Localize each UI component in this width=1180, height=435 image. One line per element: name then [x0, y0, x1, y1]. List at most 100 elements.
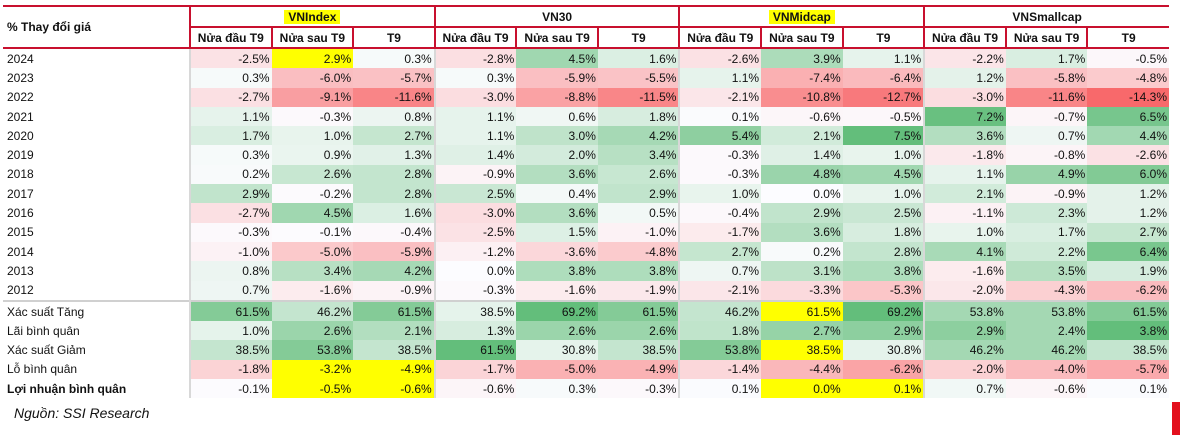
value-cell: 4.4%: [1087, 126, 1169, 146]
table-row: 2016 -2.7% 4.5% 1.6% -3.0% 3.6% 0.5% -0.4% 2.9% 2…: [3, 203, 1169, 223]
row-label: 2015: [7, 225, 34, 240]
value-cell: 0.1%: [678, 106, 762, 127]
value-cell: 53.8%: [923, 299, 1006, 322]
corner-label: % Thay đổi giá: [3, 5, 190, 49]
value-cell: -0.5%: [271, 379, 354, 399]
value-cell: 2.9%: [842, 321, 925, 341]
row-label: Xác suất Tăng: [3, 299, 190, 322]
row-label: Xác suất Giảm: [7, 343, 86, 358]
value-cell: 0.5%: [597, 203, 680, 223]
value-cell: 38.5%: [761, 340, 843, 360]
value-cell: 61.5%: [433, 340, 517, 360]
group-header-label: VNMidcap: [768, 9, 835, 24]
value-cell: -0.3%: [271, 106, 354, 127]
value-cell: 61.5%: [597, 299, 680, 322]
value-cell: 4.5%: [271, 203, 354, 223]
value-cell: 3.6%: [923, 126, 1006, 146]
value-cell: -1.0%: [597, 222, 680, 242]
price-change-table: % Thay đổi giá VNIndex VN30 VNMidcap VNSmal…: [3, 5, 1169, 399]
value-cell: 0.8%: [189, 261, 272, 281]
value-cell: -1.7%: [433, 359, 517, 380]
row-label: 2021: [7, 109, 34, 124]
value-cell: 69.2%: [516, 299, 598, 322]
value-cell: 1.4%: [433, 145, 517, 165]
value-cell: -0.9%: [353, 280, 435, 301]
value-cell: -2.6%: [678, 48, 762, 69]
value-cell: -0.3%: [597, 379, 680, 399]
value-cell: 0.1%: [678, 379, 762, 399]
value-cell: -1.0%: [189, 241, 272, 262]
value-cell: 4.8%: [761, 164, 843, 185]
subheader: Nửa sau T9: [1004, 27, 1088, 49]
value-cell: 6.5%: [1087, 106, 1169, 127]
row-label: 2020: [7, 128, 34, 143]
value-cell: -2.5%: [433, 222, 517, 242]
row-label: 2016: [7, 206, 34, 221]
value-cell: 61.5%: [1087, 299, 1169, 322]
value-cell: 1.7%: [189, 126, 272, 146]
value-cell: 1.0%: [923, 222, 1006, 242]
value-cell: 46.2%: [678, 299, 762, 322]
value-cell: -5.5%: [597, 68, 680, 88]
value-cell: 2.6%: [271, 321, 354, 341]
value-cell: 3.8%: [516, 261, 598, 281]
row-label: 2014: [7, 244, 34, 259]
value-cell: 2.1%: [923, 184, 1006, 204]
value-cell: 0.6%: [516, 106, 598, 127]
value-cell: 3.5%: [1005, 261, 1088, 281]
row-label: Lỗ bình quân: [7, 362, 78, 377]
group-header-label: VN30: [542, 9, 573, 24]
value-cell: 0.0%: [761, 184, 843, 204]
value-cell: 0.0%: [761, 379, 843, 399]
value-cell: 7.5%: [842, 126, 925, 146]
value-cell: 6.0%: [1087, 164, 1169, 185]
value-cell: -0.5%: [1087, 48, 1169, 69]
value-cell: 46.2%: [271, 299, 354, 322]
value-cell: 2.7%: [678, 241, 762, 262]
subheader: Nửa sau T9: [270, 27, 354, 49]
value-cell: 30.8%: [842, 340, 925, 360]
brand-bar: [1172, 402, 1180, 435]
value-cell: 61.5%: [353, 299, 435, 322]
value-cell: -2.0%: [923, 359, 1006, 380]
value-cell: 1.2%: [923, 68, 1006, 88]
value-cell: -1.6%: [271, 280, 354, 301]
value-cell: 1.8%: [842, 222, 925, 242]
row-label: Lãi bình quân: [7, 323, 80, 338]
value-cell: 4.5%: [842, 164, 925, 185]
value-cell: 1.0%: [271, 126, 354, 146]
value-cell: 1.6%: [353, 203, 435, 223]
value-cell: 2.4%: [1005, 321, 1088, 341]
value-cell: 1.1%: [189, 106, 272, 127]
value-cell: 3.6%: [516, 164, 598, 185]
source-note: Nguồn: SSI Research: [14, 405, 150, 421]
value-cell: 4.5%: [516, 48, 598, 69]
table-row: Xác suất Tăng 61.5% 46.2% 61.5% 38.5% 69.2% 61…: [3, 299, 1169, 322]
value-cell: -0.4%: [678, 203, 762, 223]
table-row: 2019 0.3% 0.9% 1.3% 1.4% 2.0% 3.4% -0.3% 1.4% 1.0…: [3, 145, 1169, 165]
value-cell: 1.1%: [842, 48, 925, 69]
value-cell: -0.3%: [678, 164, 762, 185]
table-row: 2024 -2.5% 2.9% 0.3% -2.8% 4.5% 1.6% -2.6% 3.9% 1…: [3, 48, 1169, 69]
value-cell: 3.8%: [842, 261, 925, 281]
value-cell: 1.9%: [1087, 261, 1169, 281]
value-cell: -5.3%: [842, 280, 925, 301]
table-row: 2012 0.7% -1.6% -0.9% -0.3% -1.6% -1.9% -2.1% -3…: [3, 280, 1169, 301]
value-cell: 1.0%: [678, 184, 762, 204]
value-cell: -3.2%: [271, 359, 354, 380]
value-cell: 0.4%: [516, 184, 598, 204]
value-cell: 53.8%: [271, 340, 354, 360]
value-cell: -3.3%: [761, 280, 843, 301]
table-row: 2022 -2.7% -9.1% -11.6% -3.0% -8.8% -11.5% -2.1…: [3, 87, 1169, 107]
subheader: T9: [352, 27, 435, 49]
value-cell: 3.6%: [761, 222, 843, 242]
value-cell: -1.9%: [597, 280, 680, 301]
value-cell: 3.8%: [597, 261, 680, 281]
value-cell: 1.3%: [433, 321, 517, 341]
value-cell: 2.2%: [1005, 241, 1088, 262]
value-cell: 1.0%: [189, 321, 272, 341]
value-cell: 1.2%: [1087, 203, 1169, 223]
value-cell: 1.1%: [433, 126, 517, 146]
value-cell: 53.8%: [678, 340, 762, 360]
row-label: 2022: [7, 90, 34, 105]
